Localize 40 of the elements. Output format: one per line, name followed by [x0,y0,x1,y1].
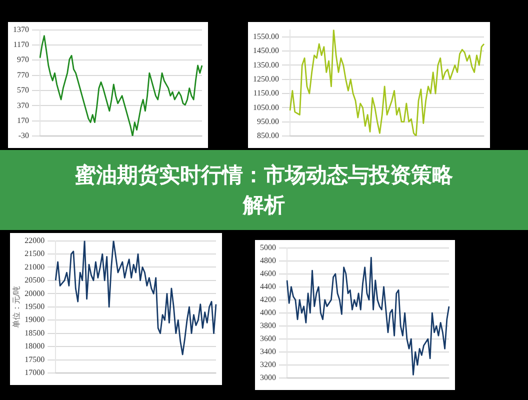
y-tick-label: 22000 [24,236,45,245]
y-tick-label: 970 [17,55,29,64]
y-tick-label: 4800 [260,256,276,265]
y-tick-label: 1150.00 [253,88,279,98]
text: 蜜油期货实时行情：市场动态与投资策略解析 [74,162,454,219]
y-tick-label: 170 [17,116,29,125]
y-tick-label: 1250.00 [253,74,279,84]
y-tick-label: 5000 [260,242,276,252]
y-tick-label: -30 [18,131,29,140]
y-tick-label: 4400 [260,282,276,291]
y-tick-label: 17000 [24,368,45,378]
y-tick-label: 18500 [24,328,45,338]
y-tick-label: 21500 [24,249,45,258]
y-tick-label: 570 [17,86,29,95]
y-tick-label: 19500 [24,302,45,311]
y-tick-label: 4600 [260,268,276,278]
y-tick-label: 21000 [24,262,45,272]
y-tick-label: 3000 [260,373,276,382]
y-tick-label: 1050.00 [253,102,279,112]
y-tick-label: 20000 [24,288,45,298]
y-tick-label: 1450.00 [253,46,279,56]
y-tick-label: 19000 [24,315,45,324]
y-tick-label: 950.00 [257,116,279,126]
y-tick-label: 3200 [260,360,276,370]
y-tick-label: 370 [17,100,29,110]
y-tick-label: 3800 [260,321,276,330]
y-tick-label: 770 [17,70,29,80]
y-tick-label: 3400 [260,347,276,356]
y-tick-label: 1350.00 [253,60,279,70]
y-tick-label: 18000 [24,342,45,351]
y-tick-label: 1370 [13,24,29,34]
y-tick-label: 17500 [24,354,45,364]
y-tick-label: 4000 [260,308,276,317]
y-tick-label: 4200 [260,294,276,304]
y-tick-label: 20500 [24,276,45,285]
y-tick-label: 1170 [13,40,29,50]
y-axis-title: 单位：元/吨 [12,286,22,328]
y-tick-label: 1550.00 [253,32,279,41]
y-tick-label: 3600 [260,334,276,344]
y-tick-label: 850.00 [257,131,279,140]
